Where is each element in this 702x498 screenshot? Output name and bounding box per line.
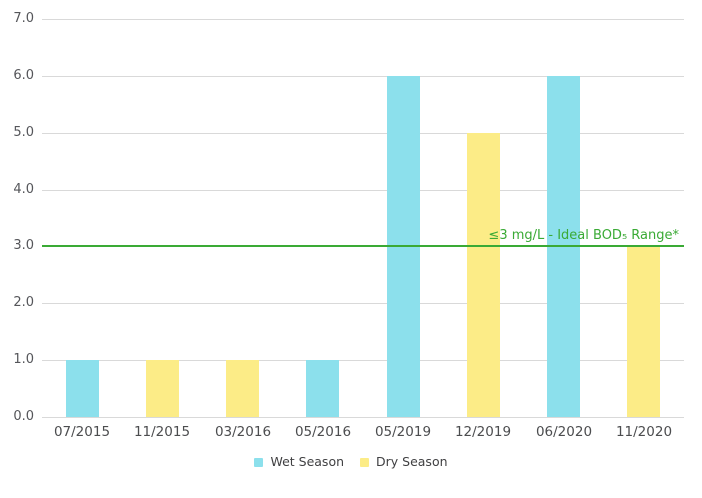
y-axis-tick-label: 6.0	[13, 68, 34, 83]
x-axis-tick-label: 03/2016	[214, 424, 272, 440]
y-axis-tick-label: 2.0	[13, 295, 34, 310]
gridline	[42, 133, 684, 134]
legend-swatch-dry-season	[360, 457, 370, 467]
y-axis-tick-label: 7.0	[13, 11, 34, 26]
gridline	[42, 303, 684, 304]
bar-dry-season-03/2016	[226, 360, 259, 417]
reference-line-label: ≤3 mg/L - Ideal BOD₅ Range*	[488, 228, 679, 243]
y-axis-tick-label: 1.0	[13, 352, 34, 367]
gridline	[42, 190, 684, 191]
gridline	[42, 360, 684, 361]
y-axis-tick-label: 0.0	[13, 409, 34, 424]
x-axis-tick-label: 11/2020	[615, 424, 673, 440]
bar-wet-season-07/2015	[66, 360, 99, 417]
legend-item-label: Wet Season	[270, 454, 345, 469]
legend-item-dry-season[interactable]: Dry Season	[360, 455, 448, 469]
x-axis-tick-label: 07/2015	[53, 424, 111, 440]
x-axis-tick-label: 05/2019	[374, 424, 432, 440]
legend-item-label: Dry Season	[376, 454, 448, 469]
y-axis-tick-label: 4.0	[13, 182, 34, 197]
legend: Wet Season Dry Season	[0, 452, 702, 472]
bar-dry-season-11/2015	[146, 360, 179, 417]
legend-item-wet-season[interactable]: Wet Season	[254, 455, 344, 469]
gridline	[42, 417, 684, 418]
legend-swatch-wet-season	[254, 457, 264, 467]
gridline	[42, 76, 684, 77]
x-axis-tick-label: 06/2020	[535, 424, 593, 440]
x-axis-tick-label: 05/2016	[294, 424, 352, 440]
y-axis-tick-label: 5.0	[13, 125, 34, 140]
gridline	[42, 19, 684, 20]
x-axis-tick-label: 11/2015	[133, 424, 191, 440]
bar-dry-season-11/2020	[627, 246, 660, 417]
y-axis-tick-label: 3.0	[13, 238, 34, 253]
x-axis-tick-label: 12/2019	[454, 424, 512, 440]
bar-wet-season-05/2016	[306, 360, 339, 417]
reference-line	[42, 245, 684, 247]
bar-dry-season-12/2019	[467, 133, 500, 417]
